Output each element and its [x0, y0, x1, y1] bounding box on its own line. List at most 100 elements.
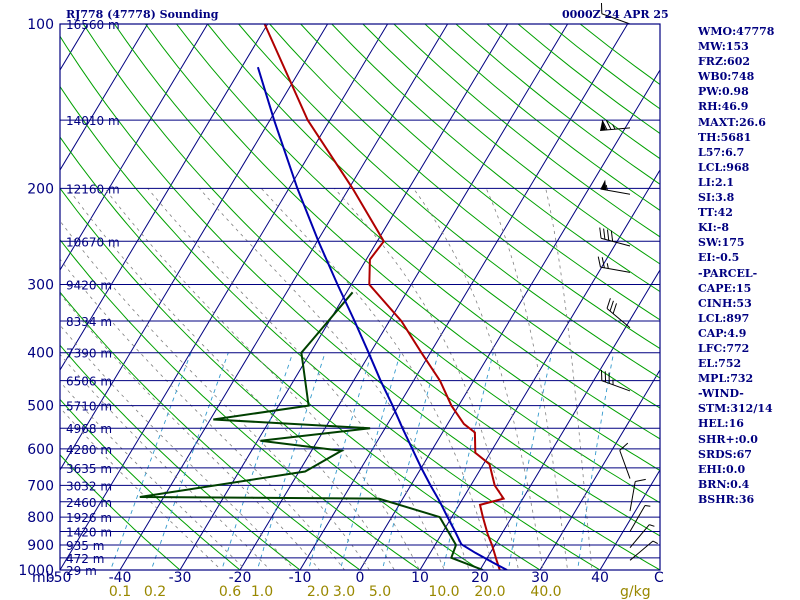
temperature-tick-label: -40 — [109, 570, 132, 586]
stat-item: MAXT:26.6 — [698, 115, 766, 129]
stat-item: BRN:0.4 — [698, 477, 750, 491]
stability-index-panel: WMO:47778 MW:153 FRZ:602 WB0:748 PW:0.98 RH:4… — [698, 24, 774, 507]
stat-item: LI:2.1 — [698, 175, 735, 189]
wind-barbs — [597, 2, 658, 561]
temperature-trace — [263, 24, 506, 570]
height-label: 5710 m — [66, 400, 112, 414]
mixing-ratio-line — [256, 352, 326, 570]
moist-adiabat-line — [261, 188, 495, 570]
dry-adiabat-line — [269, 24, 660, 350]
wind-barb — [597, 256, 631, 273]
stat-item: LCL:968 — [698, 160, 750, 174]
stat-item: EL:752 — [698, 357, 742, 371]
barb-flag — [603, 228, 606, 240]
isotherm-line — [599, 469, 660, 570]
height-label: 2460 m — [66, 496, 112, 510]
barb-staff — [600, 266, 631, 273]
isotherm-line — [179, 24, 509, 570]
stat-item: MPL:732 — [698, 372, 754, 386]
height-label: 14010 m — [66, 114, 120, 128]
mixing-ratio-label: 10.0 — [428, 584, 459, 600]
mixing-ratio-label: 2.0 — [307, 584, 329, 600]
temperature-tick-label: -30 — [169, 570, 192, 586]
mixing-ratio-unit-label: g/kg — [620, 584, 651, 600]
stat-item: BSHR:36 — [698, 492, 755, 506]
barb-staff — [629, 481, 636, 512]
isotherm-line — [239, 24, 569, 570]
station-title: RJ778 (47778) Sounding — [66, 8, 219, 21]
barb-flag — [604, 371, 607, 383]
height-label: 472 m — [66, 552, 104, 566]
barb-flag — [597, 256, 601, 268]
dry-adiabat-line — [60, 291, 361, 570]
barb-flag — [635, 478, 646, 483]
height-label: 6506 m — [66, 375, 112, 389]
moist-adiabat-line — [60, 258, 345, 570]
barb-flag — [606, 229, 610, 241]
dry-adiabat-line — [60, 398, 241, 570]
temperature-tick-label: -10 — [289, 570, 312, 586]
wind-barb — [600, 179, 631, 195]
stat-item: SHR+:0.0 — [698, 432, 758, 446]
stat-item: SW:175 — [698, 236, 745, 250]
dry-adiabat-line — [113, 24, 660, 504]
height-label: 8334 m — [66, 315, 112, 329]
x-axis-unit-label: C — [654, 570, 664, 586]
mixing-ratio-line — [507, 352, 553, 570]
stat-item: MW:153 — [698, 40, 749, 54]
wind-barb — [600, 2, 631, 25]
isotherm-line — [539, 369, 660, 570]
stat-item: EHI:0.0 — [698, 462, 746, 476]
pressure-label: 100 — [27, 17, 54, 33]
height-label: 16560 m — [66, 18, 120, 32]
dewpoint-trace — [139, 291, 484, 570]
mixing-ratio-label: 20.0 — [474, 584, 505, 600]
barb-pennant — [600, 120, 607, 131]
mixing-ratio-line — [442, 352, 494, 570]
height-label: 7390 m — [66, 347, 112, 361]
barb-staff — [619, 450, 631, 479]
mixing-ratio-line — [381, 352, 439, 570]
dry-adiabat-line — [60, 454, 181, 570]
stat-item: -PARCEL- — [698, 266, 758, 280]
wind-barb — [629, 478, 646, 512]
isotherm-line — [60, 24, 209, 271]
stat-item: CINH:53 — [698, 296, 752, 310]
height-label: 4280 m — [66, 443, 112, 457]
barb-flag — [600, 2, 603, 14]
barb-staff — [601, 380, 631, 392]
moist-adiabat-line — [60, 220, 370, 570]
temperature-tick-label: -20 — [229, 570, 252, 586]
height-label: 3032 m — [66, 479, 112, 493]
wind-barb — [600, 119, 631, 132]
moist-adiabat-line — [334, 188, 519, 570]
isotherm-line — [0, 24, 28, 582]
stat-item: WB0:748 — [698, 70, 755, 84]
barb-staff — [600, 188, 631, 195]
isotherm-line — [119, 24, 449, 570]
barb-flag — [619, 442, 629, 451]
barb-flag — [609, 300, 614, 312]
mixing-ratio-label: 5.0 — [369, 584, 391, 600]
temperature-tick-label: -50 — [49, 570, 72, 586]
pressure-label: 700 — [27, 478, 54, 494]
wind-barb — [606, 298, 631, 329]
isotherm-line — [60, 24, 329, 471]
mixing-ratio-line — [339, 352, 401, 570]
pressure-label: 500 — [27, 399, 54, 415]
stat-item: EI:-0.5 — [698, 251, 740, 265]
height-label: 10670 m — [66, 235, 120, 249]
height-label: 9420 m — [66, 279, 112, 293]
mixing-ratio-line — [110, 352, 192, 570]
dry-adiabat-line — [145, 24, 660, 472]
stat-item: RH:46.9 — [698, 100, 749, 114]
wind-barb — [599, 227, 631, 247]
stat-item: -WIND- — [698, 387, 744, 401]
stat-item: HEL:16 — [698, 417, 744, 431]
stat-item: SI:3.8 — [698, 191, 735, 205]
dry-adiabat-line — [238, 24, 660, 379]
height-label: 29 m — [66, 564, 97, 578]
barb-flag — [601, 257, 605, 268]
mixing-ratio-line — [577, 352, 615, 570]
